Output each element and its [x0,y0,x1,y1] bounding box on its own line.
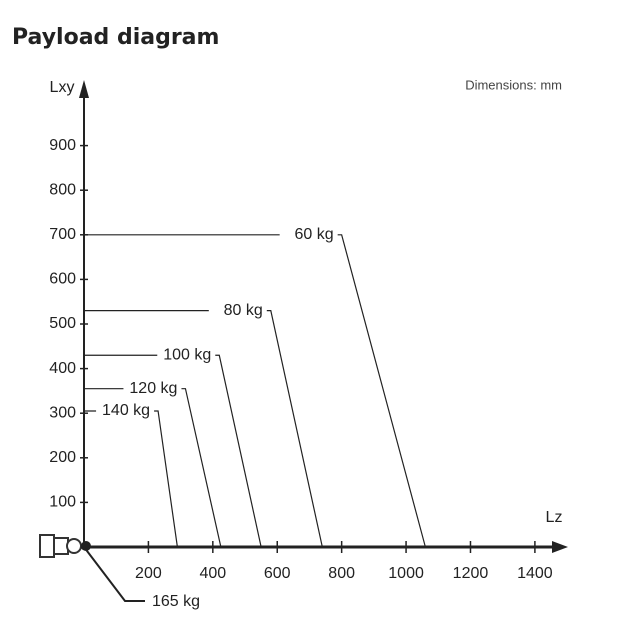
label-background [208,300,267,321]
y-tick-label: 900 [49,137,76,154]
x-tick-label: 200 [135,565,162,582]
x-tick-label: 400 [199,565,226,582]
leader-line [83,546,145,602]
x-tick-label: 1000 [388,565,424,582]
payload-curve [84,354,262,548]
chart-title: Payload diagram [12,25,219,50]
x-tick-label: 1200 [453,565,489,582]
series-label: 120 kg [129,380,177,397]
label-background [157,345,216,366]
y-axis-arrow [79,80,89,98]
series-label: 165 kg [152,593,200,610]
label-background [279,224,338,245]
y-tick-label: 400 [49,360,76,377]
y-tick-label: 100 [49,494,76,511]
x-tick-label: 600 [264,565,291,582]
dimension-note: Dimensions: mm [465,77,562,92]
y-axis-label: Lxy [50,79,75,96]
y-tick-label: 700 [49,226,76,243]
payload-curve [84,310,323,548]
label-background [123,378,182,399]
label-background [96,400,155,421]
series-label: 60 kg [295,226,334,243]
series-label: 100 kg [163,346,211,363]
y-tick-label: 300 [49,404,76,421]
x-tick-label: 1400 [517,565,553,582]
y-tick-label: 200 [49,449,76,466]
payload-curve [84,234,426,548]
series-label: 140 kg [102,402,150,419]
y-tick-label: 800 [49,181,76,198]
y-tick-label: 600 [49,271,76,288]
x-axis-label: Lz [546,509,563,526]
y-tick-label: 500 [49,315,76,332]
series-label: 80 kg [224,302,263,319]
payload-curve [84,410,178,548]
payload-curve [84,388,222,548]
x-tick-label: 800 [328,565,355,582]
x-axis-arrow [552,541,568,553]
